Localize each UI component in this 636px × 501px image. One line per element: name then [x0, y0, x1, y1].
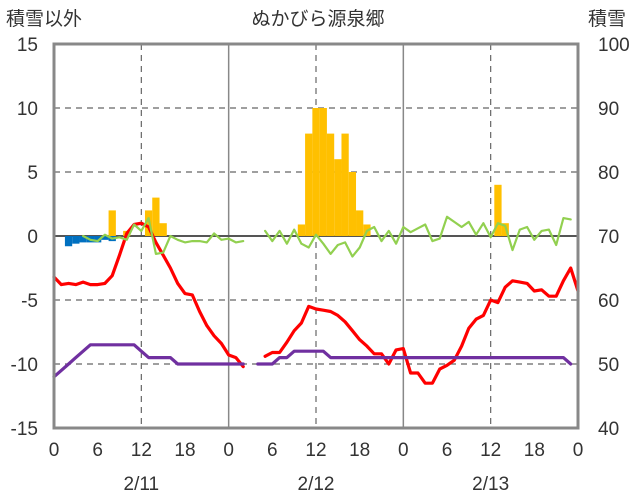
bar-mark [326, 133, 335, 236]
bar-mark [94, 236, 102, 243]
x-tick-label: 6 [92, 440, 103, 461]
bar-mark [297, 224, 306, 236]
x-tick-label: 0 [223, 440, 234, 461]
right-axis-label: 積雪 [588, 8, 626, 30]
bar-mark [152, 197, 160, 236]
bar-mark [79, 236, 87, 243]
right-y-tick-label: 40 [598, 419, 619, 440]
bar-mark [108, 210, 116, 236]
x-tick-label: 18 [524, 440, 545, 461]
bar-mark [356, 210, 364, 236]
left-y-tick-label: 15 [17, 35, 38, 56]
x-tick-label: 6 [442, 440, 453, 461]
left-y-tick-label: 10 [17, 99, 38, 120]
left-y-tick-label: -5 [21, 291, 38, 312]
bar-mark [101, 236, 109, 240]
right-y-tick-label: 90 [598, 99, 619, 120]
right-y-tick-label: 70 [598, 227, 619, 248]
bar-mark [72, 236, 80, 244]
x-tick-label: 12 [480, 440, 501, 461]
bar-mark [319, 108, 327, 236]
x-tick-label: 0 [49, 440, 60, 461]
x-tick-label: 12 [305, 440, 326, 461]
day-label: 2/13 [472, 474, 509, 495]
x-tick-label: 6 [267, 440, 278, 461]
frame-layer [52, 42, 580, 430]
series-line-2 [52, 343, 573, 379]
bar-mark [341, 133, 349, 236]
bar-mark [64, 236, 73, 247]
series-line-1 [82, 215, 572, 258]
day-label: 2/12 [298, 474, 335, 495]
x-tick-label: 18 [174, 440, 195, 461]
bar-mark [334, 159, 342, 236]
x-tick-label: 12 [131, 440, 152, 461]
bar-mark [312, 108, 320, 236]
chart-title: ぬかびら源泉郷 [251, 8, 384, 30]
bar-mark [494, 184, 502, 236]
x-tick-label: 18 [349, 440, 370, 461]
x-tick-label: 0 [573, 440, 584, 461]
series-line-0 [52, 221, 580, 385]
left-y-tick-label: 5 [27, 163, 38, 184]
bar-mark [348, 172, 357, 236]
right-y-tick-label: 80 [598, 163, 619, 184]
right-y-tick-label: 60 [598, 291, 619, 312]
left-y-tick-label: -10 [11, 355, 38, 376]
left-axis-label: 積雪以外 [6, 8, 82, 30]
right-y-tick-label: 100 [598, 35, 630, 56]
bar-mark [305, 133, 313, 236]
plot-frame [52, 42, 580, 430]
bars-layer [64, 108, 509, 247]
right-y-tick-label: 50 [598, 355, 619, 376]
left-y-tick-label: -15 [11, 419, 38, 440]
series-layer [52, 215, 580, 385]
x-tick-label: 0 [398, 440, 409, 461]
day-label: 2/11 [124, 474, 160, 495]
left-y-tick-label: 0 [27, 227, 38, 248]
bar-mark [159, 223, 167, 236]
